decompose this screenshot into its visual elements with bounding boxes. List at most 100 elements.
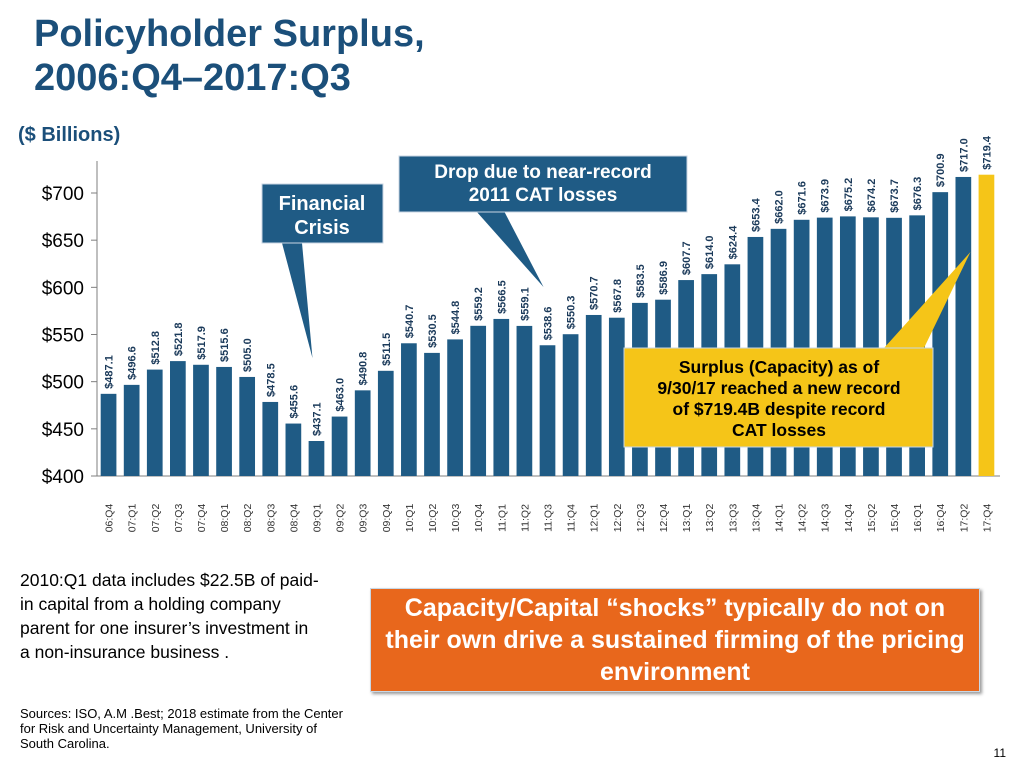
y-tick-label: $400 [42,467,84,488]
bar-09:Q3 [354,390,371,476]
data-label: $515.6 [219,328,231,362]
y-tick-label: $650 [42,231,84,252]
financial-crisis-text: Crisis [294,217,350,239]
data-label: $521.8 [173,322,185,356]
bar-09:Q2 [331,416,348,476]
financial-crisis-text: Financial [279,193,366,215]
x-tick-label: 09:Q4 [381,504,393,533]
data-label: $624.4 [727,225,739,260]
financial-crisis-box [261,183,384,244]
data-label: $517.9 [196,326,208,360]
y-tick-label: $500 [42,373,84,394]
page-title: Policyholder Surplus, 2006:Q4–2017:Q3 [34,12,425,100]
title-line-1: Policyholder Surplus, [34,13,425,55]
x-tick-label: 11:Q1 [496,504,508,532]
x-tick-label: 12:Q3 [635,504,647,533]
y-tick-label: $550 [42,326,84,347]
data-label: $512.8 [150,331,162,365]
bar-11:Q4 [562,334,579,476]
data-label: $719.4 [981,135,993,170]
data-label: $583.5 [635,264,647,298]
bar-07:Q2 [146,369,163,476]
x-tick-label: 13:Q1 [681,504,693,533]
x-tick-label: 16:Q1 [912,504,924,533]
x-tick-label: 13:Q4 [750,504,762,533]
x-tick-label: 17:Q2 [958,504,970,533]
x-tick-label: 07:Q4 [196,504,208,533]
x-tick-label: 14:Q4 [843,504,855,533]
y-tick-label: $450 [42,420,84,441]
data-label: $717.0 [958,138,970,172]
bar-16:Q4 [932,192,949,476]
data-label: $662.0 [774,190,786,224]
x-tick-label: 10:Q2 [427,504,439,533]
record-pointer [884,252,971,348]
data-label: $496.6 [127,346,139,380]
x-tick-label: 12:Q4 [658,504,670,533]
x-tick-label: 15:Q2 [866,504,878,533]
data-label: $511.5 [381,333,393,366]
data-label: $478.5 [265,363,277,397]
x-tick-label: 11:Q3 [543,504,555,532]
x-tick-label: 06:Q4 [104,504,116,533]
bar-12:Q1 [585,314,602,476]
record-text: Surplus (Capacity) as of [679,357,879,377]
cat-losses-text: 2011 CAT losses [469,185,618,206]
bar-07:Q3 [170,361,186,476]
x-tick-label: 12:Q1 [589,504,601,533]
data-label: $570.7 [589,276,601,310]
data-label: $586.9 [658,261,670,295]
data-label: $540.7 [404,305,416,339]
data-label: $490.8 [358,352,370,386]
bar-10:Q4 [470,325,487,476]
data-label: $673.7 [889,179,901,213]
bar-08:Q2 [239,376,256,476]
bar-09:Q1 [308,441,325,476]
bar-10:Q2 [424,352,440,476]
data-label: $675.2 [843,178,855,212]
bar-12:Q2 [608,317,625,476]
bar-08:Q3 [262,401,279,476]
data-label: $530.5 [427,314,439,348]
y-tick-label: $600 [42,278,84,299]
bar-10:Q1 [401,343,417,476]
x-tick-label: 07:Q3 [173,504,185,533]
bar-11:Q1 [493,318,510,476]
financial-crisis-pointer [282,243,313,358]
callout-text: Capacity/Capital “shocks” typically do n… [385,594,965,686]
page-number: 11 [993,746,1006,760]
data-label: $559.2 [473,287,485,321]
x-tick-label: 12:Q2 [612,504,624,533]
data-label: $614.0 [704,235,716,269]
title-line-2: 2006:Q4–2017:Q3 [34,57,351,99]
bar-11:Q2 [516,325,533,476]
x-tick-label: 08:Q2 [242,504,254,533]
y-tick-label: $700 [42,184,84,205]
x-tick-label: 08:Q3 [265,504,277,533]
data-label: $538.6 [543,307,555,341]
bar-08:Q1 [216,366,232,476]
data-label: $607.7 [681,241,693,275]
x-tick-label: 11:Q2 [519,504,531,532]
surplus-bar-chart: $400 $450 $500 $550 $600 $650 $700 06:Q4 $487.1 0… [42,135,1000,533]
cat-losses-box [398,155,688,213]
data-label: $544.8 [450,301,462,335]
x-tick-label: 10:Q1 [404,504,416,533]
x-tick-label: 14:Q3 [820,504,832,533]
x-tick-label: 10:Q4 [473,504,485,533]
data-label: $505.0 [242,338,254,372]
bar-07:Q4 [193,364,209,476]
data-label: $550.3 [566,296,578,330]
cat-losses-text: Drop due to near-record [434,162,651,183]
sources-note: Sources: ISO, A.M .Best; 2018 estimate f… [20,706,343,751]
bar-10:Q3 [447,339,463,476]
record-text: CAT losses [732,420,826,440]
units-label: ($ Billions) [18,124,121,146]
bar-07:Q1 [123,384,140,476]
bar-17:Q4 [978,174,995,476]
data-label: $674.2 [866,179,878,213]
x-tick-label: 13:Q3 [727,504,739,533]
data-label: $673.9 [820,179,832,213]
data-label: $671.6 [797,181,809,215]
data-label: $566.5 [496,280,508,314]
